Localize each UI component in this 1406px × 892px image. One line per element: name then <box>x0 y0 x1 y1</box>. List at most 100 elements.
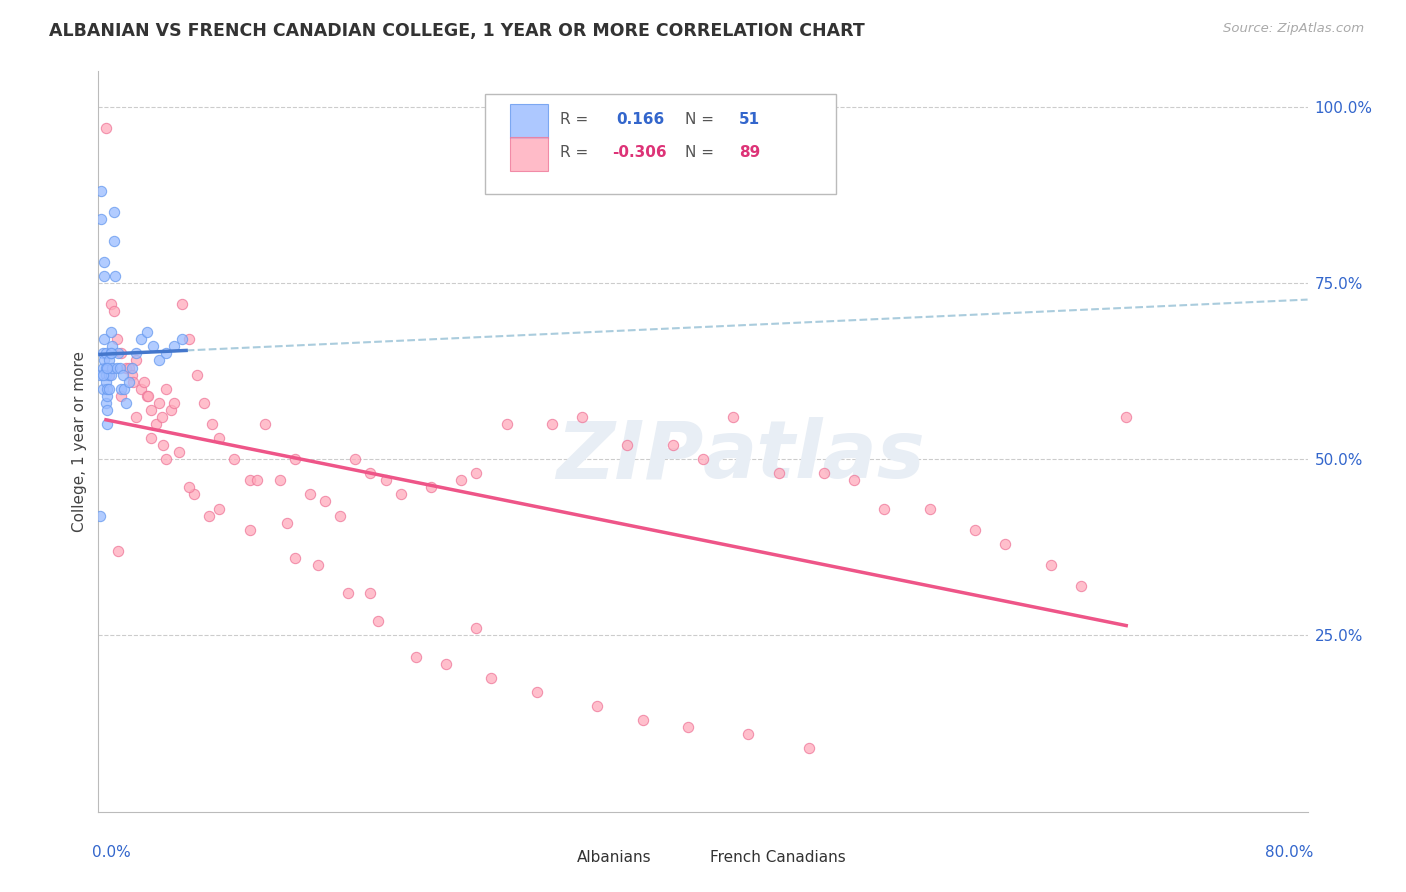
Point <box>768 467 790 481</box>
Point <box>94 396 117 410</box>
Point <box>465 467 488 481</box>
Point <box>94 346 117 360</box>
Point <box>89 508 111 523</box>
Point <box>100 297 122 311</box>
Point <box>93 332 115 346</box>
Point <box>101 360 124 375</box>
Point <box>239 523 262 537</box>
Point <box>148 353 170 368</box>
Point <box>540 417 562 431</box>
Point <box>90 212 112 227</box>
Point <box>276 516 298 530</box>
Point <box>89 368 111 382</box>
Point <box>114 396 136 410</box>
Point <box>307 558 329 572</box>
FancyBboxPatch shape <box>485 94 837 194</box>
Text: 0.166: 0.166 <box>616 112 664 127</box>
Point <box>98 368 121 382</box>
Point <box>155 452 177 467</box>
Point <box>94 368 117 382</box>
Point <box>111 368 134 382</box>
Text: atlas: atlas <box>703 417 925 495</box>
Point <box>145 417 167 431</box>
Point <box>152 438 174 452</box>
Point <box>495 417 517 431</box>
Point <box>129 332 152 346</box>
Point <box>155 346 177 360</box>
Text: R =: R = <box>561 145 593 161</box>
Point <box>994 537 1017 551</box>
Point <box>170 332 193 346</box>
Point <box>98 353 121 368</box>
Point <box>103 304 125 318</box>
Point <box>135 389 157 403</box>
Point <box>844 473 866 487</box>
Point <box>160 402 183 417</box>
Point <box>122 375 145 389</box>
Point <box>360 586 382 600</box>
Point <box>405 649 427 664</box>
Point <box>329 508 352 523</box>
Point <box>101 339 124 353</box>
Text: French Canadians: French Canadians <box>710 850 846 865</box>
Point <box>201 417 224 431</box>
Point <box>208 501 231 516</box>
Point <box>253 417 276 431</box>
Point <box>110 389 132 403</box>
Point <box>662 438 685 452</box>
Point <box>93 353 115 368</box>
Point <box>676 720 699 734</box>
Point <box>965 523 987 537</box>
Point <box>186 368 208 382</box>
Point <box>197 508 219 523</box>
Point <box>367 615 389 629</box>
Text: ZIP: ZIP <box>555 417 703 495</box>
Point <box>155 382 177 396</box>
Point <box>107 544 129 558</box>
Text: 80.0%: 80.0% <box>1265 845 1313 860</box>
Point <box>299 487 322 501</box>
Point <box>96 360 118 375</box>
Point <box>100 346 122 360</box>
FancyBboxPatch shape <box>509 137 548 171</box>
Text: R =: R = <box>561 112 593 127</box>
Point <box>481 671 503 685</box>
Point <box>148 396 170 410</box>
Point <box>179 332 201 346</box>
Point <box>813 467 835 481</box>
Text: ALBANIAN VS FRENCH CANADIAN COLLEGE, 1 YEAR OR MORE CORRELATION CHART: ALBANIAN VS FRENCH CANADIAN COLLEGE, 1 Y… <box>49 22 865 40</box>
Point <box>91 368 114 382</box>
Point <box>112 382 135 396</box>
Point <box>104 268 127 283</box>
Point <box>135 325 157 339</box>
Point <box>141 431 163 445</box>
Point <box>125 346 148 360</box>
Point <box>142 339 165 353</box>
Point <box>105 360 128 375</box>
Point <box>269 473 291 487</box>
Point <box>96 382 118 396</box>
Point <box>737 727 759 741</box>
Point <box>526 685 548 699</box>
Point <box>103 234 125 248</box>
Text: 0.0%: 0.0% <box>93 845 131 860</box>
Point <box>389 487 412 501</box>
Point <box>1039 558 1062 572</box>
Point <box>93 254 115 268</box>
Point <box>125 409 148 424</box>
FancyBboxPatch shape <box>543 847 575 871</box>
Point <box>150 409 173 424</box>
Point <box>918 501 941 516</box>
Text: Albanians: Albanians <box>578 850 652 865</box>
Point <box>1115 409 1137 424</box>
Point <box>103 205 125 219</box>
Point <box>94 120 117 135</box>
Point <box>873 501 896 516</box>
Point <box>193 396 215 410</box>
Point <box>465 621 488 635</box>
Point <box>94 360 117 375</box>
Point <box>723 409 745 424</box>
Point <box>1070 579 1092 593</box>
Point <box>344 452 367 467</box>
Point <box>121 368 143 382</box>
